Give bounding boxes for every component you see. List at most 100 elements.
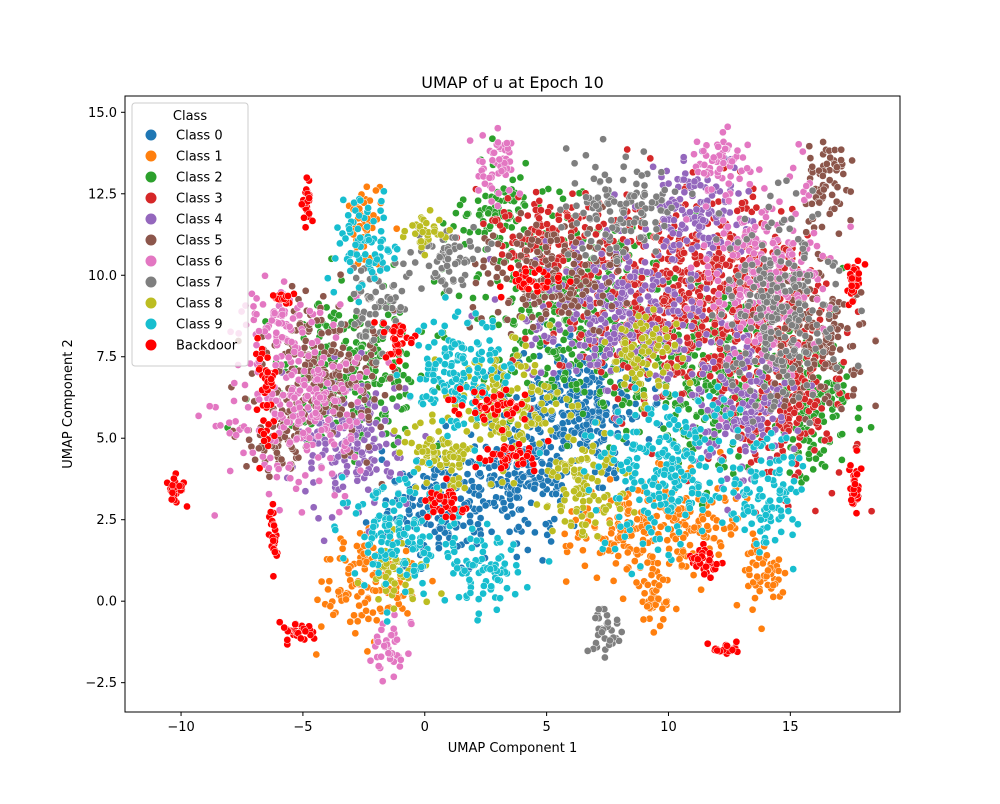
scatter-point xyxy=(641,281,650,290)
scatter-point xyxy=(514,523,523,531)
scatter-point xyxy=(654,271,663,280)
scatter-point xyxy=(678,561,686,570)
scatter-point xyxy=(364,413,373,421)
scatter-point xyxy=(832,197,841,206)
scatter-point xyxy=(738,199,746,207)
scatter-point xyxy=(679,175,688,184)
scatter-point xyxy=(572,366,581,375)
scatter-point xyxy=(566,325,575,333)
scatter-point xyxy=(662,598,670,606)
scatter-point xyxy=(533,247,542,256)
scatter-point xyxy=(339,482,347,491)
scatter-point xyxy=(679,547,687,556)
scatter-point xyxy=(679,153,688,162)
scatter-point xyxy=(353,476,362,485)
scatter-point xyxy=(319,292,328,301)
scatter-point xyxy=(850,385,858,394)
scatter-point xyxy=(606,260,615,269)
scatter-point xyxy=(522,257,531,265)
scatter-point xyxy=(428,577,437,585)
scatter-point xyxy=(350,453,359,461)
scatter-point xyxy=(538,459,547,468)
scatter-point xyxy=(543,220,551,229)
scatter-point xyxy=(487,527,496,536)
scatter-point xyxy=(689,571,698,579)
scatter-point xyxy=(351,629,360,638)
scatter-point xyxy=(733,331,741,340)
scatter-point xyxy=(565,361,573,370)
scatter-point xyxy=(331,397,339,405)
scatter-point xyxy=(353,542,361,550)
scatter-point xyxy=(560,376,569,384)
scatter-point xyxy=(508,176,517,184)
scatter-point xyxy=(501,212,510,221)
scatter-point xyxy=(242,462,251,471)
scatter-point xyxy=(307,464,316,473)
scatter-point xyxy=(386,374,395,383)
scatter-point xyxy=(695,340,703,348)
scatter-point xyxy=(326,431,335,439)
scatter-point xyxy=(266,454,275,462)
scatter-point xyxy=(555,361,564,369)
scatter-point xyxy=(245,435,253,444)
scatter-point xyxy=(632,546,641,554)
scatter-point xyxy=(623,548,632,557)
scatter-point xyxy=(625,499,633,508)
scatter-point xyxy=(753,572,761,581)
scatter-point xyxy=(598,483,607,492)
scatter-point xyxy=(668,255,677,264)
scatter-point xyxy=(763,551,771,560)
scatter-point xyxy=(671,264,680,273)
scatter-point xyxy=(498,250,506,259)
scatter-point xyxy=(794,426,802,435)
scatter-point xyxy=(538,556,547,565)
scatter-point xyxy=(553,236,561,244)
scatter-point xyxy=(474,196,482,205)
scatter-point xyxy=(617,389,626,398)
scatter-point xyxy=(658,604,667,613)
scatter-point xyxy=(352,418,361,427)
scatter-point xyxy=(404,506,413,515)
scatter-point xyxy=(434,533,443,542)
scatter-point xyxy=(317,426,326,434)
scatter-point xyxy=(304,352,313,360)
scatter-point xyxy=(648,552,657,561)
scatter-point xyxy=(364,485,373,494)
scatter-point xyxy=(294,357,303,366)
scatter-point xyxy=(563,212,572,221)
scatter-point xyxy=(484,209,493,218)
scatter-point xyxy=(603,386,612,395)
scatter-point xyxy=(292,484,300,493)
scatter-point xyxy=(614,266,623,275)
scatter-point xyxy=(540,293,549,302)
scatter-point xyxy=(654,594,663,603)
scatter-point xyxy=(643,558,652,567)
scatter-point xyxy=(849,342,857,350)
scatter-point xyxy=(678,206,686,214)
scatter-point xyxy=(727,530,735,539)
scatter-point xyxy=(555,187,564,196)
scatter-point xyxy=(683,333,691,342)
scatter-point xyxy=(336,270,345,279)
scatter-point xyxy=(297,409,306,418)
scatter-point xyxy=(331,384,339,393)
scatter-point xyxy=(334,452,343,461)
scatter-point xyxy=(790,445,798,453)
scatter-point xyxy=(308,339,316,348)
scatter-point xyxy=(493,264,502,272)
scatter-point xyxy=(570,428,579,437)
scatter-point xyxy=(734,452,743,461)
scatter-point xyxy=(226,467,235,475)
scatter-point xyxy=(643,602,652,611)
scatter-point xyxy=(744,426,752,434)
scatter-point xyxy=(528,235,536,244)
scatter-point xyxy=(690,351,699,360)
scatter-point xyxy=(329,321,338,329)
scatter-point xyxy=(630,280,639,289)
scatter-point xyxy=(826,153,835,162)
scatter-point xyxy=(675,240,684,249)
scatter-point xyxy=(830,146,839,154)
scatter-point xyxy=(836,345,845,354)
scatter-point xyxy=(393,402,401,411)
scatter-point xyxy=(355,559,364,567)
